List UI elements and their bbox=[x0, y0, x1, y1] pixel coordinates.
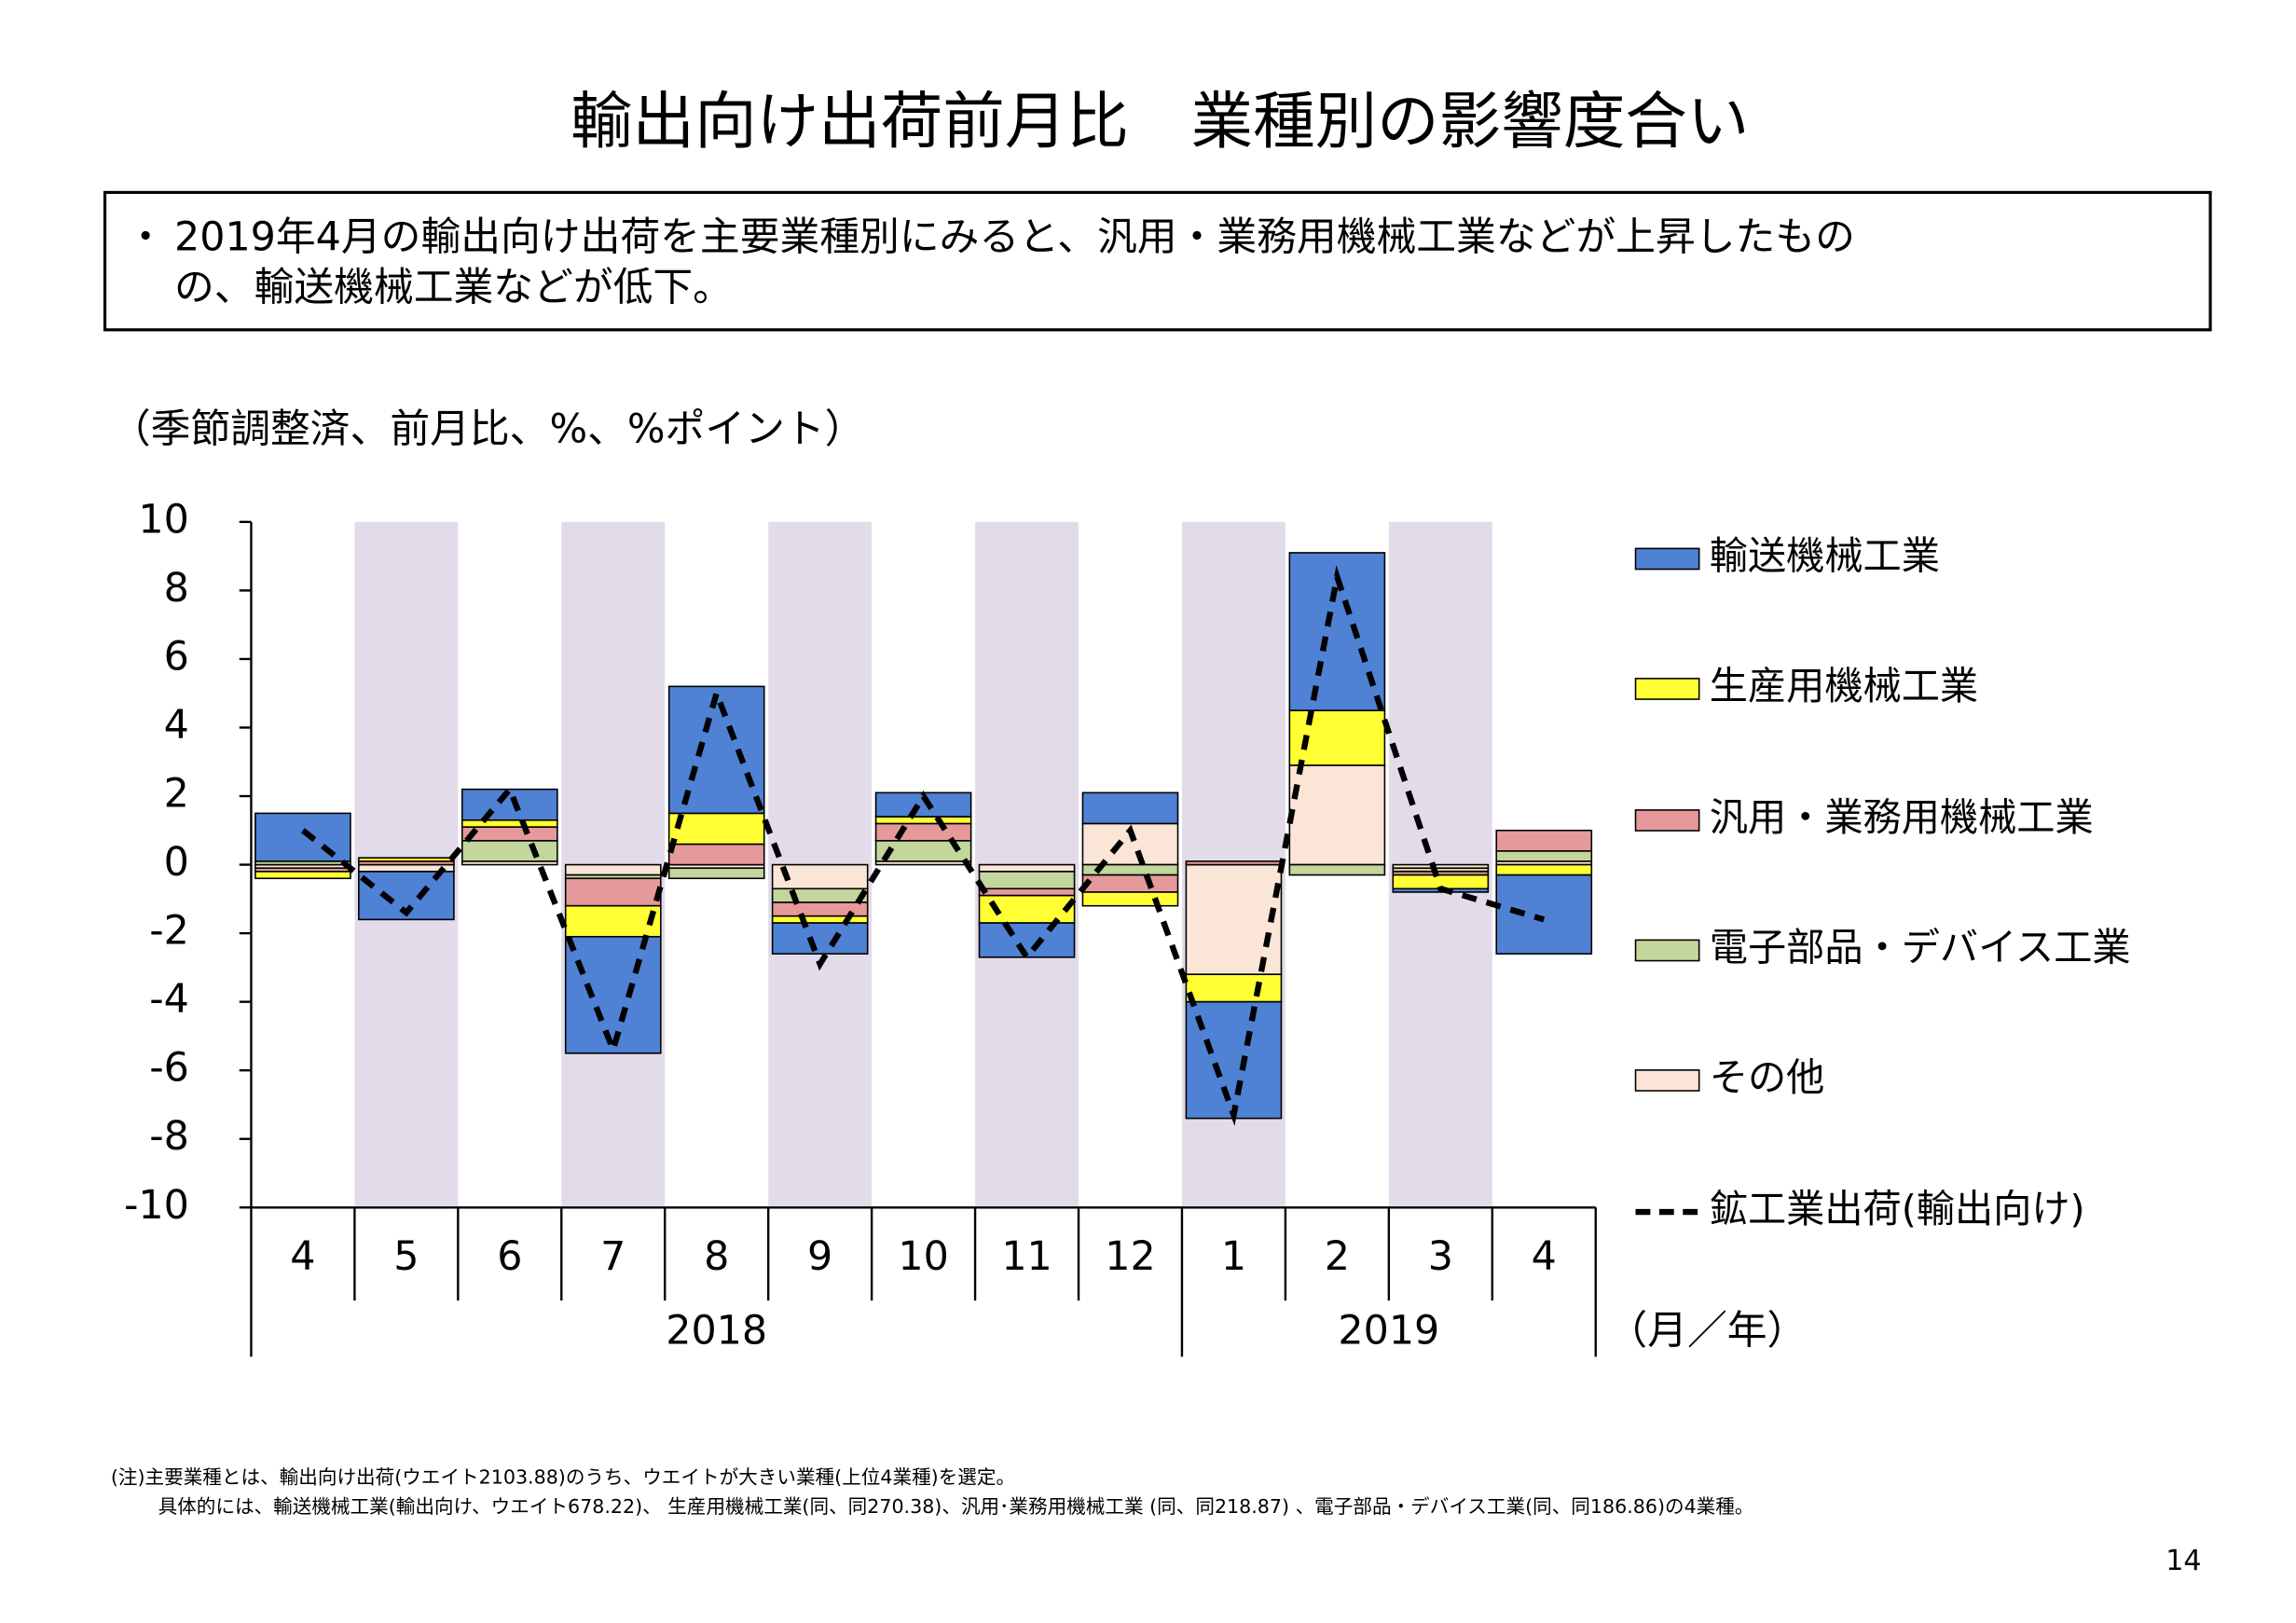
x-tick-label: 11 bbox=[1001, 1233, 1052, 1280]
summary-line: の、輸送機械工業などが低下。 bbox=[174, 265, 733, 311]
bar-segment bbox=[1495, 863, 1593, 876]
x-tick-label: 10 bbox=[898, 1233, 948, 1280]
y-tick-label: -6 bbox=[149, 1045, 189, 1092]
bar-segment bbox=[564, 863, 662, 876]
bar-segment bbox=[978, 922, 1076, 958]
bar-segment bbox=[1185, 860, 1283, 866]
bar-segment bbox=[358, 857, 455, 862]
x-tick-label: 4 bbox=[290, 1233, 315, 1280]
y-tick-label: 10 bbox=[138, 496, 188, 543]
y-tick-label: -4 bbox=[149, 976, 189, 1023]
y-tick-label: -10 bbox=[124, 1182, 189, 1229]
bar-segment bbox=[564, 904, 662, 938]
x-tick-label: 2 bbox=[1325, 1233, 1350, 1280]
y-tick-label: -2 bbox=[149, 908, 189, 955]
y-tick-label: 6 bbox=[164, 633, 189, 680]
bar-segment bbox=[461, 826, 558, 842]
page-number: 14 bbox=[2165, 1545, 2201, 1577]
legend-label: 汎用・業務用機械工業 bbox=[1710, 795, 2094, 840]
summary-line: 2019年4月の輸出向け出荷を主要業種別にみると、汎用・業務用機械工業などが上昇… bbox=[174, 214, 1855, 261]
footnote: 具体的には、輸送機械工業(輸出向け、ウエイト678.22)、 生産用機械工業(同… bbox=[158, 1495, 1754, 1518]
footnote: (注)主要業種とは、輸出向け出荷(ウエイト2103.88)のうち、ウエイトが大き… bbox=[111, 1465, 1015, 1488]
legend-swatch bbox=[1634, 809, 1700, 832]
bar-segment bbox=[667, 867, 765, 880]
bullet: ・ bbox=[126, 214, 166, 261]
bar-segment bbox=[564, 935, 662, 1054]
bar-segment bbox=[667, 843, 765, 866]
y-tick-label: -8 bbox=[149, 1113, 189, 1160]
bar-segment bbox=[1495, 850, 1593, 862]
legend-swatch bbox=[1634, 939, 1700, 962]
bar-segment bbox=[1288, 764, 1386, 866]
bar-segment bbox=[1081, 873, 1179, 893]
x-tick-label: 8 bbox=[704, 1233, 729, 1280]
legend-label: 鉱工業出荷(輸出向け) bbox=[1710, 1187, 2085, 1231]
bar-segment bbox=[461, 818, 558, 828]
bar-segment bbox=[1185, 973, 1283, 1003]
x-tick-label: 12 bbox=[1105, 1233, 1155, 1280]
bar-segment bbox=[461, 840, 558, 862]
x-tick-label: 3 bbox=[1428, 1233, 1453, 1280]
bar-segment bbox=[1081, 791, 1179, 825]
y-tick-label: 8 bbox=[164, 565, 189, 612]
year-label: 2018 bbox=[666, 1307, 767, 1354]
bar-segment bbox=[254, 812, 351, 862]
bar-segment bbox=[667, 685, 765, 815]
legend-label: 生産用機械工業 bbox=[1710, 664, 1978, 708]
unit-note: （季節調整済、前月比、%、%ポイント） bbox=[111, 406, 865, 453]
summary-box bbox=[103, 190, 2212, 332]
bar-segment bbox=[771, 887, 869, 903]
bar-segment bbox=[771, 922, 869, 955]
legend-label: その他 bbox=[1710, 1055, 1825, 1100]
bar-segment bbox=[1495, 829, 1593, 852]
bar-segment bbox=[564, 877, 662, 907]
bar-segment bbox=[1185, 863, 1283, 976]
y-tick-label: 4 bbox=[164, 702, 189, 749]
line-series bbox=[300, 565, 1546, 1126]
bar-segment bbox=[254, 871, 351, 880]
bar-segment bbox=[667, 812, 765, 846]
x-tick-label: 7 bbox=[600, 1233, 626, 1280]
y-tick-label: 0 bbox=[164, 839, 189, 886]
bar-segment bbox=[1288, 863, 1386, 876]
bar-segment bbox=[978, 863, 1076, 873]
y-tick-label: 2 bbox=[164, 771, 189, 818]
bar-segment bbox=[874, 816, 972, 825]
legend-swatch bbox=[1634, 1069, 1700, 1092]
bar-segment bbox=[461, 788, 558, 821]
legend-label: 輸送機械工業 bbox=[1710, 533, 1940, 578]
bar-segment bbox=[874, 822, 972, 842]
bar-segment bbox=[1081, 891, 1179, 907]
bar-segment bbox=[978, 887, 1076, 897]
title: 輸出向け出荷前月比 業種別の影響度合い bbox=[571, 85, 1749, 158]
legend-label: 電子部品・デバイス工業 bbox=[1710, 925, 2131, 970]
x-tick-label: 6 bbox=[497, 1233, 522, 1280]
bar-segment bbox=[1495, 873, 1593, 955]
x-tick-label: 9 bbox=[807, 1233, 832, 1280]
legend-swatch bbox=[1634, 678, 1700, 700]
x-tick-label: 1 bbox=[1221, 1233, 1246, 1280]
x-tick-label: 4 bbox=[1532, 1233, 1557, 1280]
year-label: 2019 bbox=[1338, 1307, 1439, 1354]
legend-swatch bbox=[1634, 547, 1700, 571]
x-unit: （月／年） bbox=[1607, 1307, 1807, 1354]
bar-segment bbox=[771, 915, 869, 924]
bar-segment bbox=[978, 871, 1076, 890]
x-tick-label: 5 bbox=[393, 1233, 419, 1280]
